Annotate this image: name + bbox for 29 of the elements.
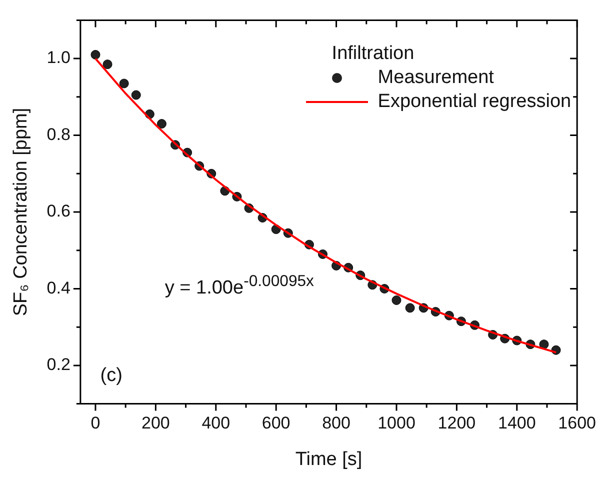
- y-tick-label: 0.4: [46, 278, 70, 298]
- point: [90, 50, 100, 60]
- x-axis-title: Time [s]: [295, 448, 362, 470]
- y-tick-label: 0.8: [46, 124, 70, 144]
- x-tick-label: 0: [90, 414, 100, 433]
- x-tick-label: 1400: [498, 414, 536, 433]
- y-tick-label: 0.6: [46, 202, 70, 221]
- x-tick-label: 400: [202, 414, 230, 433]
- point: [392, 295, 402, 305]
- legend-label: Measurement: [378, 66, 494, 90]
- point: [156, 119, 166, 129]
- annotation: y = 1.00e$^{-0.00095x}$: [164, 273, 314, 300]
- y-axis-title: SF₆ Concentration [ppm]: [10, 108, 32, 316]
- point: [539, 340, 549, 350]
- x-tick-label: 800: [322, 414, 350, 433]
- y-tick-label: 0.2: [46, 355, 70, 374]
- x-tick-label: 1000: [378, 414, 416, 433]
- point: [131, 90, 141, 100]
- x-tick-label: 200: [141, 414, 170, 433]
- legend-title: Infiltration: [330, 42, 416, 66]
- y-tick-label: 1.0: [46, 48, 70, 68]
- point: [405, 303, 415, 313]
- x-tick-label: 600: [262, 414, 290, 433]
- point: [119, 78, 129, 88]
- x-tick-label: 1600: [558, 414, 596, 433]
- legend-label: Exponential regression: [378, 90, 572, 114]
- annotation: (c): [100, 365, 122, 388]
- x-tick-label: 1200: [438, 414, 476, 433]
- point: [102, 60, 112, 70]
